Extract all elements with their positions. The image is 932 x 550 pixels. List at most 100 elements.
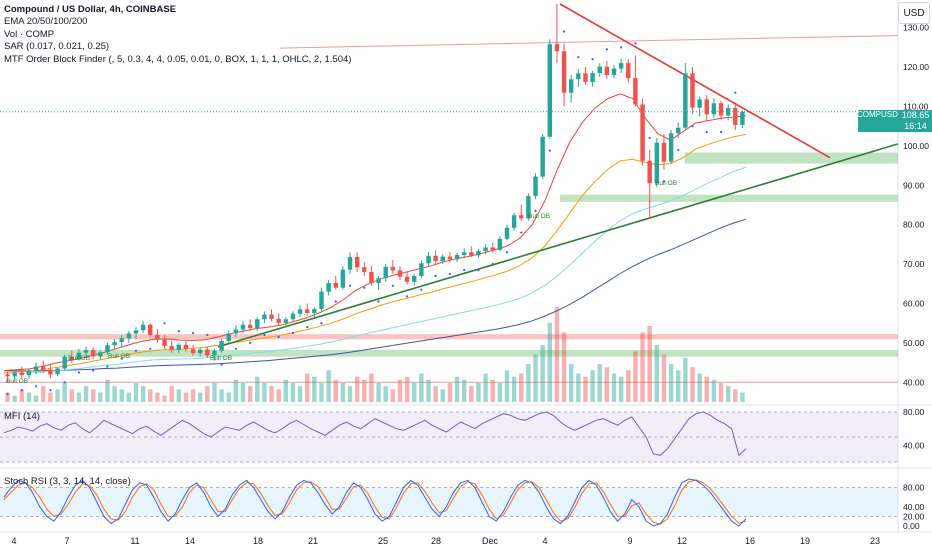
volume-bar [126, 392, 132, 402]
candle [419, 260, 424, 278]
current-price: 108.65 [901, 110, 930, 120]
volume-bar [183, 392, 189, 402]
candle [162, 335, 167, 349]
volume-bar [426, 379, 431, 402]
candle-body [711, 103, 717, 115]
candle-body [126, 333, 132, 339]
candle-body [90, 349, 96, 357]
candle [219, 338, 224, 353]
candle-body [5, 374, 10, 377]
candle [276, 313, 281, 326]
candle [269, 309, 274, 322]
candle-body [340, 269, 346, 288]
volume-bar [41, 386, 46, 402]
candle [711, 98, 717, 119]
volume-bar [169, 386, 174, 402]
candle [90, 347, 96, 359]
candle [105, 342, 110, 355]
volume-bar [33, 395, 39, 402]
time-tick-label: 4 [542, 536, 547, 546]
candle [41, 360, 46, 373]
time-tick-label: 4 [11, 536, 16, 546]
candle [183, 340, 189, 352]
candle [98, 350, 103, 360]
candle-body [583, 73, 588, 83]
sar-dot [391, 284, 394, 287]
candle [668, 130, 674, 164]
candle-body [626, 63, 631, 79]
candle [504, 224, 510, 241]
candle [262, 311, 267, 324]
candle-body [633, 78, 638, 105]
candle-body [576, 73, 581, 80]
candle-body [326, 282, 331, 292]
candle [312, 307, 317, 318]
volume-bar [155, 392, 160, 402]
volume-bar [390, 389, 396, 402]
candle-body [169, 346, 174, 350]
candle-body [654, 142, 660, 184]
volume-bar [240, 383, 246, 402]
currency-button[interactable]: USD [898, 2, 930, 24]
candle [533, 173, 538, 200]
volume-bar [412, 383, 417, 402]
candle [354, 252, 360, 272]
candle-body [533, 176, 538, 196]
volume-bar [119, 389, 124, 402]
candle-body [162, 339, 167, 347]
sar-dot [377, 300, 380, 303]
sar-dot [420, 288, 423, 291]
candle [604, 61, 610, 79]
candle [690, 67, 695, 115]
candle-body [519, 215, 524, 219]
sar-legend: SAR (0.017, 0.021, 0.25) [4, 41, 110, 53]
candle-body [247, 324, 253, 328]
candle-body [433, 255, 438, 261]
mfi-tick-label: 40.00 [903, 440, 925, 450]
candle [611, 65, 617, 79]
volume-bar [219, 389, 224, 402]
candle [733, 104, 738, 131]
volume-bar [454, 376, 460, 402]
volume-bar [419, 373, 424, 402]
candle [226, 331, 231, 343]
volume-bar [504, 370, 510, 402]
candle [725, 104, 731, 121]
bullish-order-block-zone [0, 349, 898, 357]
bull-ob-label: Bull OB [655, 180, 677, 187]
candle-body [176, 344, 182, 350]
candle-body [404, 276, 410, 282]
candle-body [290, 313, 296, 320]
candle [190, 344, 196, 356]
candle [540, 134, 545, 180]
candle-body [319, 291, 324, 310]
price-tick-label: 130.00 [903, 23, 929, 33]
volume-bar [561, 332, 567, 402]
volume-bar [48, 392, 53, 402]
candle [490, 242, 495, 253]
volume-bar [247, 386, 253, 402]
candle [511, 212, 517, 231]
candle [133, 327, 139, 339]
candle [519, 204, 524, 221]
sar-dot [677, 148, 680, 151]
sar-dot [648, 136, 651, 140]
candle [454, 253, 460, 263]
candle-body [511, 215, 517, 228]
volume-bar [597, 364, 602, 402]
volume-bar [269, 386, 274, 402]
candle-body [725, 108, 731, 116]
volume-bar [604, 367, 610, 402]
candle [176, 342, 182, 353]
candle-body [55, 368, 60, 375]
time-tick-label: 11 [130, 536, 139, 546]
candle-body [297, 309, 303, 314]
candle-body [390, 266, 396, 271]
volume-bar [333, 379, 338, 402]
volume-bar [490, 379, 495, 402]
candle [640, 98, 645, 166]
candle [212, 348, 217, 361]
candle-body [48, 369, 53, 375]
